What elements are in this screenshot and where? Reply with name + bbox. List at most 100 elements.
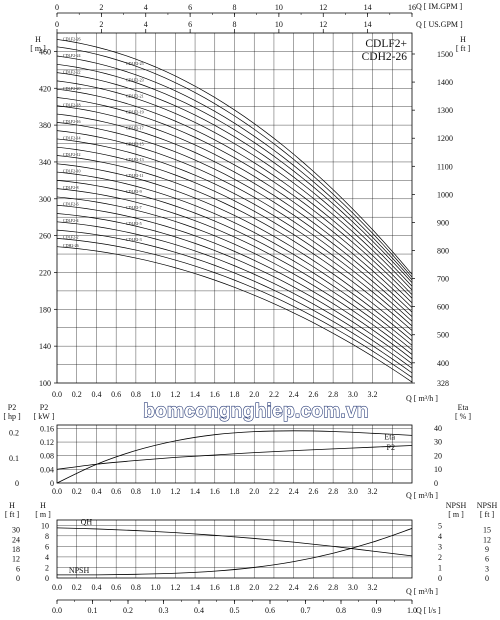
npsh-ft-tick-label: 9 (485, 545, 489, 554)
curve-label: CDLF2-3 (126, 237, 142, 242)
head-curve (56, 113, 413, 308)
curve-label: CDLF2-9 (126, 189, 142, 194)
flow-ls-tick-label: 0.0 (52, 606, 62, 615)
flow-m3h-tick-label-2: 2.0 (249, 487, 259, 496)
head-m-axis-label: H (35, 35, 41, 44)
curve-label: CDLF2-17 (126, 125, 144, 130)
us-gpm-tick-label: 6 (188, 20, 192, 29)
power-kw-tick-label: 0.08 (40, 452, 54, 461)
head-ft-tick-label: 1400 (437, 78, 453, 87)
flow-ls-tick-label: 0.7 (301, 606, 311, 615)
head-m-tick-label: 220 (39, 268, 51, 277)
npsh-m-axis-label: NPSH (446, 501, 467, 510)
head-curve (56, 88, 413, 295)
flow-m3h-tick-label-3: 0.8 (131, 583, 141, 592)
head-ft-tick-label: 1200 (437, 134, 453, 143)
curve-label: CDLF2-19 (126, 109, 144, 114)
qh-ft-tick-label: 18 (12, 545, 20, 554)
flow-m3h-tick-label-3: 1.8 (230, 583, 240, 592)
flow-m3h-tick-label-2: 1.0 (151, 487, 161, 496)
p2-series-label: P2 (387, 443, 395, 452)
head-curve (56, 55, 413, 281)
head-curve (56, 213, 413, 364)
flow-m3h-tick-label-2: 0.6 (111, 487, 121, 496)
head-curve (56, 246, 413, 383)
im-gpm-tick-label: 4 (144, 3, 148, 12)
flow-m3h-axis-label-3: Q [ m³/h ] (406, 587, 438, 596)
flow-m3h-tick-label-3: 3.0 (348, 583, 358, 592)
head-ft-tick-label: 500 (437, 331, 449, 340)
flow-m3h-tick-label-2: 1.4 (190, 487, 200, 496)
qh-ft-tick-label: 6 (16, 564, 20, 573)
flow-m3h-tick-label-2: 2.6 (308, 487, 318, 496)
flow-m3h-tick-label: 0.4 (91, 390, 101, 399)
flow-m3h-tick-label: 0.6 (111, 390, 121, 399)
head-curve (56, 238, 413, 378)
power-kw-tick-label: 0.16 (40, 424, 54, 433)
qh-m-tick-label: 10 (41, 521, 49, 530)
flow-m3h-tick-label-2: 0.4 (91, 487, 101, 496)
curve-label: CDLF2-15 (126, 141, 144, 146)
flow-m3h-tick-label-2: 2.4 (289, 487, 299, 496)
curve-label: CDLF2-24 (63, 53, 81, 58)
curve-label: CDLF2-2 (63, 235, 79, 240)
qh-ft-tick-label: 30 (12, 526, 20, 535)
flow-m3h-tick-label-2: 0.0 (52, 487, 62, 496)
npsh-ft-tick-label: 0 (485, 574, 489, 583)
npsh-m-tick-label: 5 (438, 521, 442, 530)
flow-ls-tick-label: 0.8 (336, 606, 346, 615)
head-curve (56, 155, 413, 331)
eta-tick-label: 10 (434, 465, 442, 474)
head-m-tick-label: 300 (39, 195, 51, 204)
curve-label: CDLF2-22 (63, 70, 81, 75)
power-kw-tick-label: 0.04 (40, 465, 54, 474)
head-curve (56, 46, 413, 278)
eta-axis-label: Eta (458, 403, 469, 412)
qh-ft-tick-label: 0 (16, 574, 20, 583)
head-ft-tick-label: 328 (437, 379, 449, 388)
im-gpm-tick-label: 2 (99, 3, 103, 12)
us-gpm-axis-label: Q [ US.GPM ] (416, 20, 463, 29)
head-curve (56, 121, 413, 313)
flow-m3h-tick-label-2: 0.2 (72, 487, 82, 496)
npsh-m-tick-label: 1 (438, 563, 442, 572)
flow-m3h-tick-label: 0.2 (72, 390, 82, 399)
flow-m3h-tick-label-3: 2.4 (289, 583, 299, 592)
flow-m3h-tick-label: 1.8 (230, 390, 240, 399)
head-curve (56, 196, 413, 355)
flow-m3h-tick-label-3: 1.0 (151, 583, 161, 592)
head-m-tick-label: 380 (39, 121, 51, 130)
flow-ls-tick-label: 0.1 (88, 606, 98, 615)
flow-m3h-tick-label-3: 1.2 (170, 583, 180, 592)
curve-label: CDLF2-18 (63, 103, 81, 108)
curve-label: CDLF2-14 (63, 136, 81, 141)
head-ft-tick-label: 900 (437, 218, 449, 227)
curve-label: CDLF2-10 (63, 169, 81, 174)
head-curve (56, 105, 413, 304)
us-gpm-tick-label: 8 (233, 20, 237, 29)
flow-m3h-axis-label-2: Q [ m³/h ] (406, 491, 438, 500)
flow-m3h-tick-label-3: 3.2 (368, 583, 378, 592)
flow-m3h-tick-label: 1.6 (210, 390, 220, 399)
eta-tick-label: 0 (434, 479, 438, 488)
flow-m3h-axis-label: Q [ m³/h ] (406, 394, 438, 403)
curve-label: CDLF2-16 (63, 119, 81, 124)
us-gpm-tick-label: 14 (364, 20, 372, 29)
flow-ls-tick-label: 0.5 (230, 606, 240, 615)
flow-m3h-tick-label-3: 0.4 (91, 583, 101, 592)
curve-label: CDLF2-5 (126, 221, 142, 226)
flow-m3h-tick-label: 0.8 (131, 390, 141, 399)
curve-label: CDLF2-25 (126, 61, 144, 66)
flow-ls-tick-label: 0.6 (265, 606, 275, 615)
head-ft-tick-label: 400 (437, 359, 449, 368)
flow-m3h-tick-label-3: 2.8 (328, 583, 338, 592)
flow-ls-tick-label: 0.2 (123, 606, 133, 615)
curve-label: CDLF2-26 (63, 37, 81, 42)
qh-m-tick-label: 6 (45, 542, 49, 551)
npsh-ft-tick-label: 15 (483, 526, 491, 535)
chart-title: CDH2-26 (362, 51, 408, 63)
power-kw-axis-label: P2 (40, 403, 48, 412)
flow-ls-tick-label: 0.3 (159, 606, 169, 615)
head-m-tick-label: 140 (39, 342, 51, 351)
